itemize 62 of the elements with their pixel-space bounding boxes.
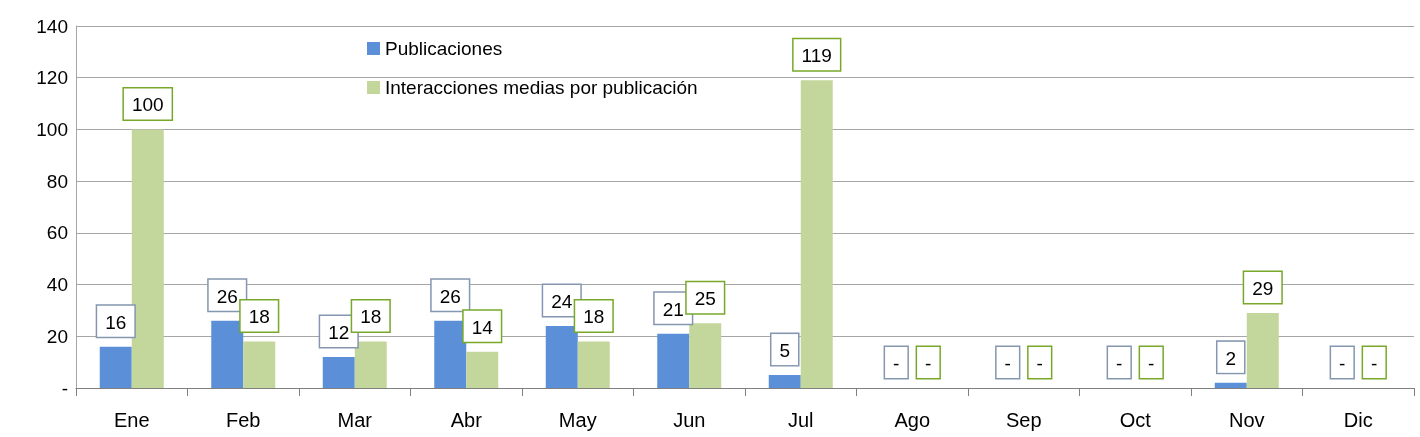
bar [545, 325, 578, 388]
data-label: - [893, 353, 900, 374]
data-label: 18 [583, 306, 605, 328]
data-label: - [1036, 353, 1043, 374]
x-tick-label: Jun [673, 409, 706, 431]
x-tick-label: Oct [1119, 409, 1152, 431]
data-label: 12 [328, 321, 350, 343]
bar [354, 341, 387, 388]
x-tick-label: Jul [787, 409, 814, 431]
data-label: 26 [439, 285, 461, 307]
y-tick-label: 140 [36, 15, 68, 37]
data-label: - [1116, 353, 1123, 374]
bar [800, 80, 833, 388]
data-label: 18 [360, 306, 382, 328]
bar [131, 129, 164, 388]
y-tick-label: 20 [46, 325, 68, 347]
x-tick-label: Sep [1005, 409, 1042, 431]
data-label: - [1371, 353, 1378, 374]
legend-label: Interacciones medias por publicación [385, 77, 698, 98]
bar [577, 341, 610, 388]
bar [768, 375, 801, 388]
data-label: 119 [801, 45, 832, 67]
data-label: 26 [216, 285, 238, 307]
x-tick-label: Ene [113, 409, 150, 431]
y-tick-label: 80 [46, 170, 68, 192]
bar [211, 320, 244, 388]
x-tick-label: Nov [1228, 409, 1265, 431]
y-tick-label: 120 [36, 67, 68, 89]
data-label: 2 [1225, 347, 1237, 369]
data-label: 29 [1252, 278, 1274, 300]
data-label: 25 [694, 288, 716, 310]
y-tick-label: 40 [46, 274, 68, 296]
data-label: 100 [131, 94, 164, 116]
data-label: 14 [471, 316, 494, 338]
legend-label: Publicaciones [385, 38, 503, 59]
data-label: 16 [105, 311, 127, 333]
x-tick-label: Abr [450, 409, 483, 431]
x-tick-label: Mar [337, 409, 373, 431]
data-label: 24 [551, 290, 573, 312]
bar [99, 346, 132, 388]
x-tick-label: Ago [894, 409, 931, 431]
y-tick-label: - [61, 377, 68, 399]
bar [322, 356, 355, 388]
x-tick-label: Feb [226, 409, 261, 431]
x-tick-label: May [558, 409, 597, 431]
data-label: - [925, 353, 932, 374]
bar [434, 320, 467, 388]
data-label: 18 [248, 306, 270, 328]
data-label: - [1339, 353, 1346, 374]
bar [689, 323, 722, 388]
bar [1246, 313, 1279, 388]
data-label: 5 [779, 340, 791, 362]
bar [657, 333, 690, 388]
x-tick-label: Dic [1343, 409, 1373, 431]
data-label: - [1004, 353, 1011, 374]
data-label: - [1148, 353, 1155, 374]
data-label: 21 [662, 298, 684, 320]
bar [1214, 382, 1247, 388]
y-tick-label: 100 [36, 118, 68, 140]
y-tick-label: 60 [46, 222, 68, 244]
bar [243, 341, 276, 388]
bar [466, 351, 499, 388]
